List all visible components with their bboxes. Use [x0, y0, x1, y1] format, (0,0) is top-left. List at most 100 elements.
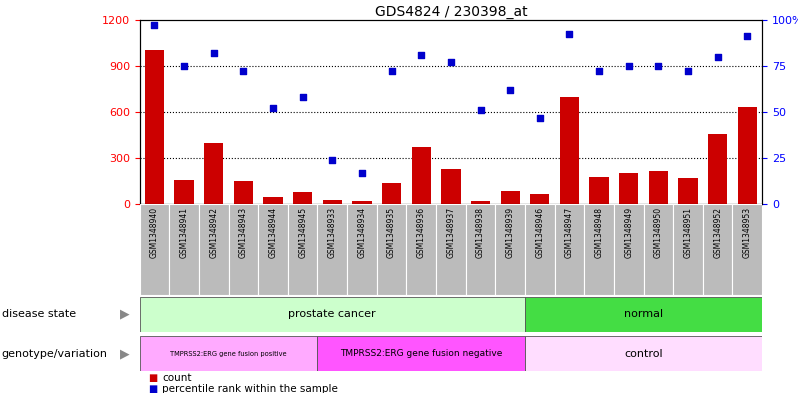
Bar [318, 204, 347, 295]
Bar [140, 204, 169, 295]
Bar [560, 97, 579, 204]
Text: ■: ■ [148, 373, 157, 383]
Text: GSM1348933: GSM1348933 [328, 207, 337, 258]
Bar [584, 204, 614, 295]
Point [593, 68, 606, 75]
Text: GSM1348941: GSM1348941 [180, 207, 188, 258]
Bar [678, 178, 697, 204]
Bar [649, 171, 668, 204]
Point [622, 63, 635, 69]
Title: GDS4824 / 230398_at: GDS4824 / 230398_at [374, 5, 527, 18]
Point [533, 114, 546, 121]
Text: GSM1348939: GSM1348939 [506, 207, 515, 258]
Bar [234, 180, 253, 204]
Bar [412, 147, 431, 204]
Bar [259, 204, 288, 295]
Bar [614, 204, 643, 295]
Bar [352, 201, 372, 204]
Bar [406, 204, 436, 295]
Bar [377, 204, 406, 295]
Point [474, 107, 487, 113]
Point [178, 63, 191, 69]
Point [652, 63, 665, 69]
Point [356, 170, 369, 176]
Point [563, 31, 576, 38]
Point [385, 68, 398, 75]
Bar [500, 191, 519, 204]
Text: GSM1348943: GSM1348943 [239, 207, 248, 258]
Point [267, 105, 279, 112]
Bar [530, 194, 549, 204]
Bar [199, 204, 228, 295]
Text: GSM1348947: GSM1348947 [565, 207, 574, 258]
Bar [619, 173, 638, 204]
Bar [471, 200, 490, 204]
Text: GSM1348951: GSM1348951 [684, 207, 693, 258]
Point [326, 157, 338, 163]
Bar [590, 177, 609, 204]
Bar [703, 204, 733, 295]
Bar [204, 143, 223, 204]
Text: GSM1348937: GSM1348937 [446, 207, 456, 258]
Bar [228, 204, 259, 295]
Text: GSM1348935: GSM1348935 [387, 207, 396, 258]
Bar [441, 169, 460, 204]
Text: control: control [624, 349, 663, 359]
Text: GSM1348946: GSM1348946 [535, 207, 544, 258]
Text: GSM1348934: GSM1348934 [358, 207, 366, 258]
Bar [674, 204, 703, 295]
Text: GSM1348945: GSM1348945 [298, 207, 307, 258]
Point [681, 68, 694, 75]
Text: GSM1348949: GSM1348949 [624, 207, 633, 258]
Bar [169, 204, 199, 295]
Point [207, 50, 220, 56]
Bar [496, 204, 525, 295]
Bar [466, 204, 496, 295]
Text: GSM1348938: GSM1348938 [476, 207, 485, 258]
Bar [347, 204, 377, 295]
Bar [436, 204, 466, 295]
Text: GSM1348942: GSM1348942 [209, 207, 218, 258]
Point [741, 33, 753, 39]
Bar [144, 50, 164, 204]
Point [148, 22, 161, 28]
Text: TMPRSS2:ERG gene fusion positive: TMPRSS2:ERG gene fusion positive [170, 351, 287, 357]
Text: ▶: ▶ [120, 347, 130, 360]
Bar [525, 336, 762, 371]
Text: GSM1348953: GSM1348953 [743, 207, 752, 258]
Text: TMPRSS2:ERG gene fusion negative: TMPRSS2:ERG gene fusion negative [340, 349, 503, 358]
Bar [140, 336, 318, 371]
Bar [382, 183, 401, 204]
Bar [525, 297, 762, 332]
Point [415, 51, 428, 58]
Bar [322, 200, 342, 204]
Point [444, 59, 457, 65]
Text: disease state: disease state [2, 309, 76, 320]
Text: GSM1348940: GSM1348940 [150, 207, 159, 258]
Bar [555, 204, 584, 295]
Bar [263, 196, 282, 204]
Bar [175, 180, 194, 204]
Text: count: count [162, 373, 192, 383]
Bar [318, 336, 525, 371]
Text: percentile rank within the sample: percentile rank within the sample [162, 384, 338, 393]
Text: GSM1348950: GSM1348950 [654, 207, 663, 258]
Bar [643, 204, 674, 295]
Point [296, 94, 309, 100]
Point [711, 53, 724, 60]
Text: GSM1348952: GSM1348952 [713, 207, 722, 258]
Text: genotype/variation: genotype/variation [2, 349, 108, 359]
Point [237, 68, 250, 75]
Text: ▶: ▶ [120, 308, 130, 321]
Point [504, 87, 516, 93]
Bar [708, 134, 727, 204]
Bar [737, 107, 757, 204]
Bar [733, 204, 762, 295]
Text: GSM1348936: GSM1348936 [417, 207, 425, 258]
Bar [288, 204, 318, 295]
Text: prostate cancer: prostate cancer [289, 309, 376, 320]
Bar [525, 204, 555, 295]
Text: GSM1348944: GSM1348944 [269, 207, 278, 258]
Text: GSM1348948: GSM1348948 [595, 207, 603, 258]
Text: normal: normal [624, 309, 663, 320]
